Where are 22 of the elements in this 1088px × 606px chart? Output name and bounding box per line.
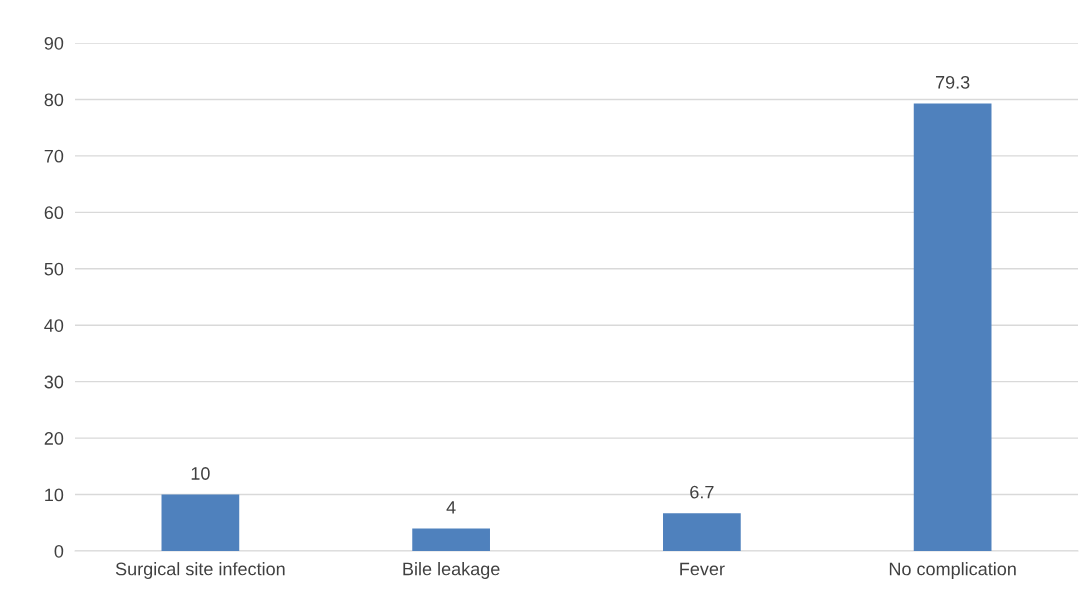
y-tick-label: 40 <box>44 319 64 332</box>
x-tick-label: Fever <box>680 562 725 576</box>
x-tick-label: Bile leakage <box>403 562 500 579</box>
data-label: 6.7 <box>690 485 714 499</box>
bar <box>412 528 490 551</box>
y-tick-label: 20 <box>44 432 64 445</box>
bar <box>913 103 992 551</box>
bar <box>663 513 741 551</box>
y-tick-label: 90 <box>44 36 64 50</box>
y-tick-label: 60 <box>44 206 64 220</box>
y-tick-label: 30 <box>44 375 64 389</box>
bar <box>161 494 240 551</box>
data-label: 10 <box>191 467 210 480</box>
data-label: 79.3 <box>935 75 970 89</box>
x-tick-label: Surgical site infection <box>115 562 285 579</box>
y-tick-label: 10 <box>45 488 64 502</box>
y-tick-label: 80 <box>44 93 64 107</box>
y-tick-label: 50 <box>44 262 64 276</box>
x-tick-label: No complication <box>889 562 1016 579</box>
y-tick-label: 0 <box>54 544 64 558</box>
y-tick-label: 70 <box>44 149 64 163</box>
data-label: 4 <box>446 501 456 514</box>
